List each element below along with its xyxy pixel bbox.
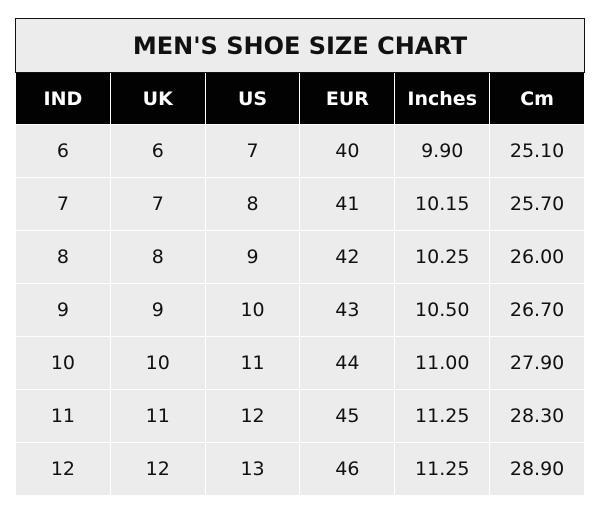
table-cell: 11.25 [394,442,491,496]
table-cell: 46 [299,442,396,496]
table-cell: 40 [299,124,396,178]
table-row: 9 9 10 43 10.50 26.70 [15,283,585,337]
table-cell: 6 [15,124,111,178]
table-cell: 7 [15,177,111,231]
table-cell: 27.90 [489,336,585,390]
table-cell: 42 [299,230,396,284]
table-row: 7 7 8 41 10.15 25.70 [15,177,585,231]
table-cell: 45 [299,389,396,443]
table-cell: 10.50 [394,283,491,337]
table-cell: 10.25 [394,230,491,284]
table-cell: 7 [109,177,206,231]
table-cell: 9 [109,283,206,337]
column-header: EUR [299,72,396,125]
table-cell: 13 [204,442,301,496]
table-cell: 12 [15,442,111,496]
table-row: 8 8 9 42 10.25 26.00 [15,230,585,284]
table-cell: 12 [109,442,206,496]
table-cell: 44 [299,336,396,390]
table-cell: 10 [15,336,111,390]
table-row: 11 11 12 45 11.25 28.30 [15,389,585,443]
table-cell: 9 [204,230,301,284]
table-cell: 11 [204,336,301,390]
table-cell: 10 [204,283,301,337]
table-body: 6 6 7 40 9.90 25.10 7 7 8 41 10.15 25.70 8 8 9 42 10.25 2… [15,124,585,496]
table-cell: 8 [204,177,301,231]
table-cell: 6 [109,124,206,178]
table-row: 10 10 11 44 11.00 27.90 [15,336,585,390]
table-cell: 11 [109,389,206,443]
table-cell: 43 [299,283,396,337]
table-cell: 10 [109,336,206,390]
table-cell: 25.70 [489,177,585,231]
table-cell: 26.00 [489,230,585,284]
table-row: 6 6 7 40 9.90 25.10 [15,124,585,178]
table-cell: 12 [204,389,301,443]
header-row: IND UK US EUR Inches Cm [15,72,585,125]
table-cell: 11 [15,389,111,443]
table-cell: 28.90 [489,442,585,496]
column-header: UK [109,72,206,125]
table-cell: 10.15 [394,177,491,231]
table-cell: 9 [15,283,111,337]
column-header: Inches [394,72,491,125]
table-cell: 26.70 [489,283,585,337]
table-title: MEN'S SHOE SIZE CHART [15,18,585,73]
table-cell: 7 [204,124,301,178]
shoe-size-table: MEN'S SHOE SIZE CHART IND UK US EUR Inches Cm… [15,18,585,496]
column-header: Cm [489,72,585,125]
table-cell: 25.10 [489,124,585,178]
column-header: US [204,72,301,125]
table-cell: 11.00 [394,336,491,390]
table-cell: 9.90 [394,124,491,178]
column-header: IND [15,72,111,125]
table-cell: 8 [109,230,206,284]
table-cell: 8 [15,230,111,284]
table-cell: 41 [299,177,396,231]
table-cell: 28.30 [489,389,585,443]
table-row: 12 12 13 46 11.25 28.90 [15,442,585,496]
table-cell: 11.25 [394,389,491,443]
